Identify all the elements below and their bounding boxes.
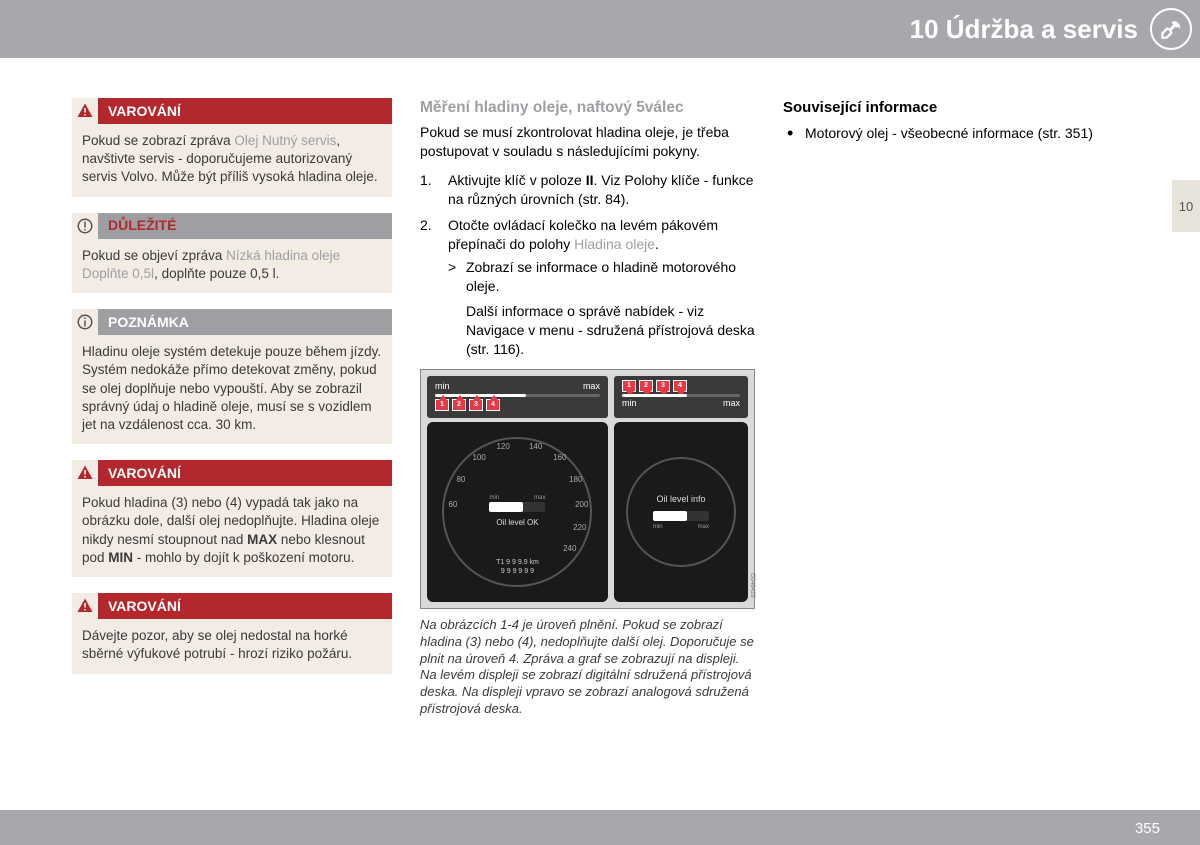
important-icon xyxy=(72,213,98,239)
text-bold: II xyxy=(586,172,594,188)
column-1: VAROVÁNÍ Pokud se zobrazí zpráva Olej Nu… xyxy=(72,98,392,718)
warning-callout-3: VAROVÁNÍ Dávejte pozor, aby se olej nedo… xyxy=(72,593,392,673)
text: - mohlo by dojít k poškození motoru. xyxy=(133,550,354,565)
gauge-strip-right: 1 2 3 4 min max xyxy=(614,376,748,418)
warning-callout-2: VAROVÁNÍ Pokud hladina (3) nebo (4) vypa… xyxy=(72,460,392,577)
text-highlight: Olej Nutný servis xyxy=(234,133,336,148)
callout-body: Pokud se zobrazí zpráva Olej Nutný servi… xyxy=(72,124,392,197)
marker-2: 2 xyxy=(639,380,653,392)
column-2: Měření hladiny oleje, naftový 5válec Pok… xyxy=(420,98,755,718)
min-label: min xyxy=(435,380,450,392)
min-label: min xyxy=(653,523,663,531)
step-1: Aktivujte klíč v poloze II. Viz Polohy k… xyxy=(420,171,755,209)
max-label: max xyxy=(583,380,600,392)
image-code: G046429 xyxy=(748,573,756,598)
callout-body: Dávejte pozor, aby se olej nedostal na h… xyxy=(72,619,392,673)
text: Pokud se zobrazí zpráva xyxy=(82,133,234,148)
marker-3: 3 xyxy=(656,380,670,392)
callout-label: VAROVÁNÍ xyxy=(98,597,181,616)
callout-label: DŮLEŽITÉ xyxy=(98,216,176,235)
callout-label: VAROVÁNÍ xyxy=(98,102,181,121)
text-bold: MAX xyxy=(247,532,277,547)
text: Aktivujte klíč v poloze xyxy=(448,172,586,188)
footer-bar: 355 xyxy=(0,811,1200,845)
column-3: Související informace Motorový olej - vš… xyxy=(783,98,1140,718)
marker-4: 4 xyxy=(673,380,687,392)
text-highlight: Hladina oleje xyxy=(574,236,655,252)
oil-info-text: Oil level info xyxy=(656,493,705,505)
max-label: max xyxy=(698,523,709,531)
sub-note: Další informace o správě nabídek - viz N… xyxy=(448,302,755,359)
callout-body: Pokud hladina (3) nebo (4) vypadá tak ja… xyxy=(72,486,392,577)
callout-body: Pokud se objeví zpráva Nízká hladina ole… xyxy=(72,239,392,293)
marker-1: 1 xyxy=(435,399,449,411)
digital-gauge-display: 60 80 100 120 140 160 180 200 220 240 mi… xyxy=(427,422,608,602)
text: . xyxy=(655,236,659,252)
sub-result: Zobrazí se informace o hladině motorovéh… xyxy=(448,258,755,296)
text-bold: MIN xyxy=(108,550,133,565)
min-label: min xyxy=(622,397,637,409)
marker-1: 1 xyxy=(622,380,636,392)
diagram-caption: Na obrázcích 1-4 je úroveň plnění. Pokud… xyxy=(420,617,755,718)
trip-meter: T1 9 9 9.9 km xyxy=(444,558,590,567)
total-meter: 9 9 9 9 9 9 xyxy=(444,567,590,576)
related-item: Motorový olej - všeobecné informace (str… xyxy=(783,124,1140,143)
page-content: VAROVÁNÍ Pokud se zobrazí zpráva Olej Nu… xyxy=(0,58,1200,738)
page-number: 355 xyxy=(1135,820,1160,837)
info-icon xyxy=(72,309,98,335)
warning-icon xyxy=(72,98,98,124)
header-bar: 10 Údržba a servis xyxy=(0,0,1200,58)
callout-label: POZNÁMKA xyxy=(98,313,189,332)
gauge-strip-left: min max 1 2 3 4 xyxy=(427,376,608,418)
analog-gauge-display: Oil level info min max xyxy=(614,422,748,602)
related-heading: Související informace xyxy=(783,98,1140,118)
note-callout: POZNÁMKA Hladinu oleje systém detekuje p… xyxy=(72,309,392,444)
text: , doplňte pouze 0,5 l. xyxy=(154,266,279,281)
max-label: max xyxy=(723,397,740,409)
oil-level-diagram: minmax 1 2 3 4 60 80 100 xyxy=(420,369,755,609)
marker-2: 2 xyxy=(452,399,466,411)
chapter-title: 10 Údržba a servis xyxy=(910,14,1138,45)
marker-4: 4 xyxy=(486,399,500,411)
related-list: Motorový olej - všeobecné informace (str… xyxy=(783,124,1140,143)
callout-body: Hladinu oleje systém detekuje pouze běhe… xyxy=(72,335,392,444)
callout-label: VAROVÁNÍ xyxy=(98,464,181,483)
intro-text: Pokud se musí zkontrolovat hladina oleje… xyxy=(420,123,755,161)
steps-list: Aktivujte klíč v poloze II. Viz Polohy k… xyxy=(420,171,755,359)
text: Pokud se objeví zpráva xyxy=(82,248,226,263)
warning-icon xyxy=(72,460,98,486)
maintenance-icon xyxy=(1150,8,1192,50)
marker-3: 3 xyxy=(469,399,483,411)
chapter-side-tab: 10 xyxy=(1172,180,1200,232)
section-heading: Měření hladiny oleje, naftový 5válec xyxy=(420,98,755,119)
step-2: Otočte ovládací kolečko na levém pákovém… xyxy=(420,216,755,358)
warning-icon xyxy=(72,593,98,619)
odometer: T1 9 9 9.9 km 9 9 9 9 9 9 xyxy=(444,558,590,577)
warning-callout-1: VAROVÁNÍ Pokud se zobrazí zpráva Olej Nu… xyxy=(72,98,392,197)
important-callout: DŮLEŽITÉ Pokud se objeví zpráva Nízká hl… xyxy=(72,213,392,293)
